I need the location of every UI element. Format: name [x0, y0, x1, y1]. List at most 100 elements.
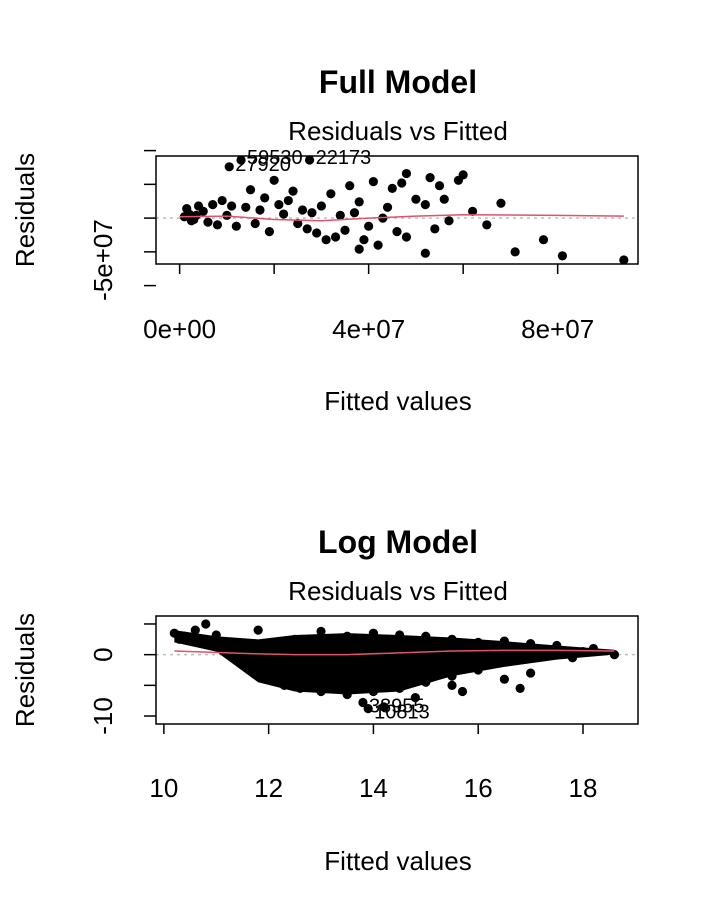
panel-full-model: Full Model Residuals vs Fitted 0e+00 4e+0… — [10, 64, 639, 416]
data-point — [316, 686, 326, 697]
data-point — [468, 206, 478, 216]
point-labels-full-model: 59530 22173 27920 — [235, 147, 371, 176]
data-point — [288, 186, 298, 196]
data-point — [447, 634, 457, 644]
chart-title-full-model: Full Model — [319, 64, 477, 100]
data-point — [499, 653, 510, 663]
data-point — [190, 625, 200, 635]
data-point — [283, 195, 293, 206]
data-point — [274, 200, 284, 210]
data-point — [321, 235, 331, 245]
data-point — [447, 680, 457, 690]
smooth-line-full-model — [179, 213, 624, 222]
data-point — [379, 702, 389, 712]
y-tick-label: -10 — [88, 697, 118, 735]
data-point — [237, 656, 248, 666]
data-point — [305, 662, 316, 672]
data-point — [430, 224, 440, 234]
data-point — [358, 697, 368, 708]
points-full-model — [179, 155, 629, 265]
chart-subtitle-log-model: Residuals vs Fitted — [288, 576, 508, 606]
data-point — [496, 198, 506, 208]
data-point — [330, 232, 341, 242]
data-point — [420, 200, 430, 210]
data-point — [316, 626, 326, 636]
x-tick-label: 16 — [464, 773, 493, 803]
data-point — [217, 195, 227, 206]
x-axis-label-full-model: Fitted values — [324, 386, 471, 416]
data-point — [515, 683, 525, 694]
data-point — [241, 202, 251, 212]
point-cloud-log-model — [174, 630, 615, 695]
data-point — [295, 671, 305, 681]
outlier-label: 59530 — [247, 147, 303, 169]
y-axis-label-full-model: Residuals — [10, 153, 40, 267]
data-point — [340, 225, 350, 235]
data-point — [499, 636, 510, 646]
outlier-label: 10813 — [374, 702, 430, 724]
data-point — [368, 628, 379, 638]
data-point — [392, 227, 402, 237]
data-point — [421, 659, 431, 669]
data-point — [279, 680, 289, 690]
x-tick-label: 14 — [359, 773, 388, 803]
data-point — [447, 671, 457, 681]
data-point — [264, 227, 275, 237]
data-point — [316, 640, 326, 651]
data-point — [326, 189, 336, 199]
data-point — [290, 634, 300, 644]
data-point — [578, 646, 588, 657]
outlier-label: 22173 — [316, 147, 372, 169]
data-point — [260, 193, 270, 203]
data-point — [227, 201, 237, 211]
data-point — [326, 668, 337, 678]
data-point — [368, 686, 379, 697]
data-point — [245, 185, 256, 195]
x-axis-full-model: 0e+00 4e+07 8e+07 — [143, 264, 594, 344]
data-point — [208, 200, 218, 210]
data-point — [174, 634, 185, 644]
chart-title-log-model: Log Model — [318, 524, 478, 560]
y-axis-full-model: -5e+07 — [88, 149, 156, 301]
data-point — [236, 155, 246, 165]
data-point — [397, 178, 407, 188]
outlier-label: 38955 — [369, 696, 425, 718]
data-point — [421, 677, 431, 687]
data-point — [212, 220, 223, 230]
data-point — [211, 630, 221, 640]
data-point — [384, 671, 394, 681]
data-point — [345, 181, 355, 191]
point-cloud — [174, 630, 615, 695]
data-point — [368, 177, 378, 187]
data-point — [363, 704, 373, 714]
data-point — [354, 197, 364, 207]
data-point — [250, 218, 260, 229]
data-point — [332, 637, 342, 647]
data-point — [342, 631, 352, 641]
data-point — [237, 640, 248, 651]
data-point — [473, 665, 483, 675]
x-tick-label: 8e+07 — [521, 314, 594, 344]
data-point — [410, 693, 420, 703]
data-point — [201, 619, 211, 629]
data-point — [395, 630, 405, 640]
data-point — [439, 194, 449, 204]
data-point — [510, 247, 520, 257]
data-point — [609, 650, 620, 660]
data-point — [395, 683, 405, 694]
data-point — [552, 640, 562, 651]
data-point — [169, 628, 179, 638]
chart-subtitle-full-model: Residuals vs Fitted — [288, 116, 508, 146]
data-point — [222, 637, 232, 647]
data-point — [411, 194, 421, 204]
data-point — [444, 216, 454, 226]
data-point — [255, 205, 265, 215]
data-point — [499, 674, 510, 684]
data-point — [349, 208, 360, 218]
data-point — [410, 639, 420, 649]
data-point — [619, 255, 629, 265]
y-axis-log-model: -10 0 — [88, 623, 156, 735]
x-tick-label: 4e+07 — [332, 314, 405, 344]
data-point — [525, 639, 536, 649]
